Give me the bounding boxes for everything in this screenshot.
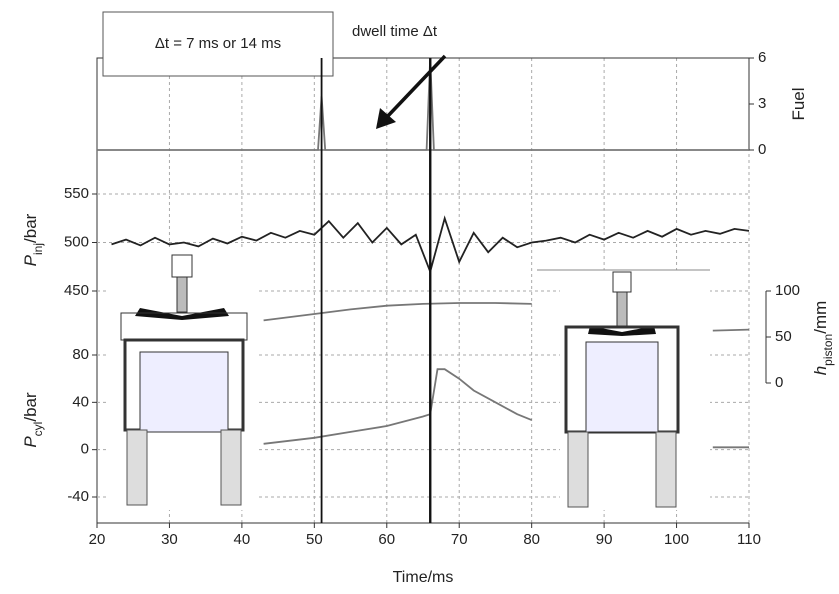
annotation: Δt = 7 ms or 14 ms	[155, 35, 281, 52]
y-axis-label-part: /bar	[21, 213, 40, 243]
y-tick-label: 80	[72, 346, 89, 363]
y-axis-label: Pinj/bar	[21, 213, 45, 266]
y-axis-label-part: /mm	[811, 301, 830, 334]
y-axis-label-part: P	[21, 254, 40, 266]
y-tick-label: 6	[758, 49, 766, 66]
y-tick-label: 100	[775, 282, 800, 299]
y-tick-label: 3	[758, 95, 766, 112]
y-axis-label-part: P	[21, 436, 40, 448]
injector	[171, 254, 193, 278]
y-tick-label: 40	[72, 393, 89, 410]
illustrations: Δt = 7 ms or 14 ms dwell time Δt	[102, 11, 710, 510]
piston	[139, 351, 229, 433]
wall	[655, 431, 677, 508]
data-line	[263, 368, 749, 449]
injector	[176, 276, 188, 313]
y-axis-label-part: h	[811, 366, 830, 375]
y-tick-label: 550	[64, 185, 89, 202]
x-tick-label: 30	[161, 531, 178, 548]
y-axis-label-part: /bar	[21, 392, 40, 422]
wall	[567, 431, 589, 508]
y-axis-label-part: piston	[821, 334, 835, 366]
injector	[616, 291, 628, 328]
y-tick-label: 500	[64, 233, 89, 250]
x-tick-label: 110	[737, 531, 761, 548]
x-tick-label: 60	[378, 531, 395, 548]
y-axis-label: hpiston/mm	[811, 301, 835, 376]
y-axis-label-part: Fuel	[789, 87, 808, 120]
data-line	[97, 57, 749, 151]
x-axis-label: Time/ms	[393, 569, 454, 586]
annotation: dwell time Δt	[352, 23, 438, 40]
piston	[585, 341, 659, 433]
y-tick-label: 0	[775, 374, 783, 391]
y-axis-label: Fuel	[789, 87, 808, 120]
spray	[588, 326, 656, 336]
y-tick-label: 0	[81, 441, 89, 458]
x-tick-label: 100	[664, 531, 689, 548]
x-tick-label: 80	[523, 531, 540, 548]
injector	[612, 271, 632, 293]
data-line	[263, 302, 750, 332]
y-axis-label: Pcyl/bar	[21, 392, 45, 448]
x-tick-label: 90	[596, 531, 613, 548]
y-axis-label-part: cyl	[31, 422, 45, 437]
x-tick-label: 50	[306, 531, 323, 548]
spray	[135, 308, 229, 320]
wall	[126, 429, 148, 506]
y-tick-label: 0	[758, 141, 766, 158]
plot-area: 20 30 40 50 60 70 80 90 100 110 Time/ms 0 3 6 Fuel 450 5…	[21, 49, 835, 586]
arrow	[384, 54, 447, 120]
y-tick-label: 450	[64, 282, 89, 299]
y-tick-label: -40	[67, 488, 89, 505]
x-tick-label: 70	[451, 531, 468, 548]
x-tick-label: 20	[89, 531, 106, 548]
annotation-box	[102, 11, 334, 77]
y-axis-label-part: inj	[31, 243, 45, 255]
y-tick-label: 50	[775, 328, 792, 345]
wall	[220, 429, 242, 506]
x-tick-label: 40	[234, 531, 251, 548]
arrow-head	[376, 108, 396, 129]
